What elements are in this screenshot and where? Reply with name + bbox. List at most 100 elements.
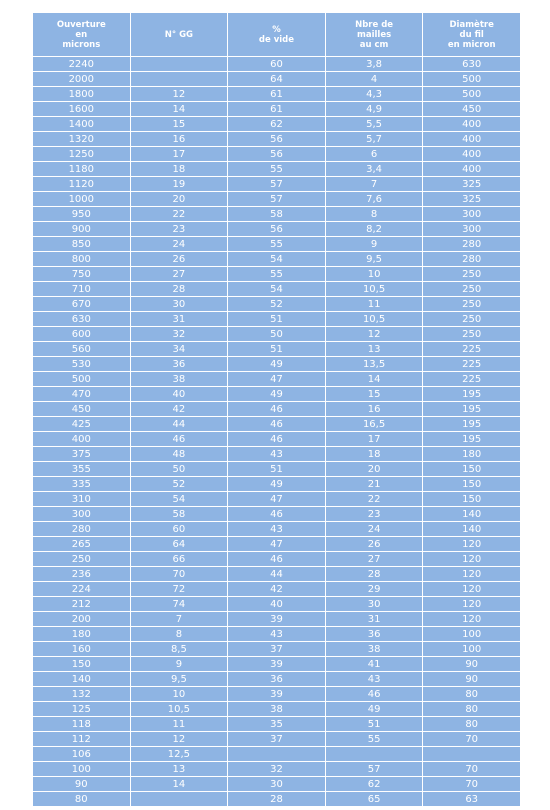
table-cell: 38 bbox=[324, 641, 424, 657]
table-cell: 43 bbox=[324, 671, 424, 687]
table-cell: 52 bbox=[129, 476, 229, 492]
table-cell: 66 bbox=[129, 551, 229, 567]
table-row: 375 48 43 18 180 bbox=[32, 446, 521, 462]
table-cell: 90 bbox=[422, 671, 521, 687]
table-row: 1400 15 62 5,5 400 bbox=[32, 116, 521, 132]
table-cell: 300 bbox=[422, 221, 521, 237]
table-cell: 56 bbox=[227, 146, 326, 162]
table-cell: 9 bbox=[129, 656, 229, 672]
table-cell: 4,3 bbox=[324, 86, 424, 102]
table-cell: 280 bbox=[422, 236, 521, 252]
table-cell: 12 bbox=[129, 731, 229, 747]
table-row: 224 72 42 29 120 bbox=[32, 581, 521, 597]
table-cell: 18 bbox=[129, 161, 229, 177]
table-cell: 16 bbox=[129, 131, 229, 147]
table-cell: 24 bbox=[324, 521, 424, 537]
table-row: 310 54 47 22 150 bbox=[32, 491, 521, 507]
table-cell: 470 bbox=[32, 386, 131, 402]
table-cell: 58 bbox=[227, 206, 326, 222]
table-cell: 61 bbox=[227, 101, 326, 117]
table-cell: 3,4 bbox=[324, 161, 424, 177]
table-cell: 30 bbox=[129, 296, 229, 312]
table-cell: 500 bbox=[422, 71, 521, 87]
table-cell: 9,5 bbox=[129, 671, 229, 687]
table-row: 710 28 54 10,5 250 bbox=[32, 281, 521, 297]
table-cell: 7 bbox=[324, 176, 424, 192]
table-row: 2000 64 4 500 bbox=[32, 71, 521, 87]
table-cell: 49 bbox=[324, 701, 424, 717]
table-row: 80 28 65 63 bbox=[32, 791, 521, 807]
table-cell: 8 bbox=[324, 206, 424, 222]
table-cell: 32 bbox=[129, 326, 229, 342]
table-row: 100 13 32 57 70 bbox=[32, 761, 521, 777]
table-cell: 450 bbox=[32, 401, 131, 417]
table-row: 280 60 43 24 140 bbox=[32, 521, 521, 537]
table-cell: 74 bbox=[129, 596, 229, 612]
table-cell: 49 bbox=[227, 476, 326, 492]
table-cell: 10,5 bbox=[324, 281, 424, 297]
table-row: 236 70 44 28 120 bbox=[32, 566, 521, 582]
table-cell: 800 bbox=[32, 251, 131, 267]
table-cell: 250 bbox=[32, 551, 131, 567]
table-cell: 560 bbox=[32, 341, 131, 357]
table-cell: 42 bbox=[129, 401, 229, 417]
table-cell: 70 bbox=[422, 776, 521, 792]
table-row: 1250 17 56 6 400 bbox=[32, 146, 521, 162]
table-cell: 250 bbox=[422, 311, 521, 327]
table-cell: 750 bbox=[32, 266, 131, 282]
table-cell: 19 bbox=[129, 176, 229, 192]
table-cell: 30 bbox=[324, 596, 424, 612]
table-cell: 8 bbox=[129, 626, 229, 642]
table-row: 200 7 39 31 120 bbox=[32, 611, 521, 627]
table-cell: 195 bbox=[422, 416, 521, 432]
table-cell: 106 bbox=[32, 746, 131, 762]
table-cell: 120 bbox=[422, 611, 521, 627]
table-cell: 140 bbox=[32, 671, 131, 687]
table-cell: 54 bbox=[227, 251, 326, 267]
table-cell: 500 bbox=[422, 86, 521, 102]
table-cell: 40 bbox=[227, 596, 326, 612]
table-cell: 11 bbox=[129, 716, 229, 732]
table-cell: 120 bbox=[422, 536, 521, 552]
table-cell: 140 bbox=[422, 506, 521, 522]
table-cell: 120 bbox=[422, 581, 521, 597]
table-cell: 16,5 bbox=[324, 416, 424, 432]
table-row: 630 31 51 10,5 250 bbox=[32, 311, 521, 327]
table-cell: 225 bbox=[422, 341, 521, 357]
table-row: 300 58 46 23 140 bbox=[32, 506, 521, 522]
table-cell: 1800 bbox=[32, 86, 131, 102]
table-cell: 49 bbox=[227, 386, 326, 402]
table-cell: 54 bbox=[227, 281, 326, 297]
table-row: 750 27 55 10 250 bbox=[32, 266, 521, 282]
table-row: 335 52 49 21 150 bbox=[32, 476, 521, 492]
table-cell: 80 bbox=[422, 716, 521, 732]
table-cell: 46 bbox=[129, 431, 229, 447]
table-cell: 52 bbox=[227, 296, 326, 312]
table-cell: 10 bbox=[324, 266, 424, 282]
table-cell: 7 bbox=[129, 611, 229, 627]
table-cell: 46 bbox=[227, 416, 326, 432]
table-cell: 280 bbox=[32, 521, 131, 537]
table-cell: 23 bbox=[324, 506, 424, 522]
table-cell: 450 bbox=[422, 101, 521, 117]
table-cell: 65 bbox=[324, 791, 424, 807]
table-cell: 40 bbox=[129, 386, 229, 402]
table-cell: 120 bbox=[422, 551, 521, 567]
table-cell: 120 bbox=[422, 566, 521, 582]
table-row: 90 14 30 62 70 bbox=[32, 776, 521, 792]
table-cell: 50 bbox=[227, 326, 326, 342]
table-cell: 710 bbox=[32, 281, 131, 297]
table-cell: 195 bbox=[422, 401, 521, 417]
table-row: 1000 20 57 7,6 325 bbox=[32, 191, 521, 207]
table-cell: 14 bbox=[324, 371, 424, 387]
table-cell: 1120 bbox=[32, 176, 131, 192]
table-cell: 49 bbox=[227, 356, 326, 372]
table-cell: 70 bbox=[422, 731, 521, 747]
table-cell: 46 bbox=[324, 686, 424, 702]
table-cell: 30 bbox=[227, 776, 326, 792]
table-cell: 14 bbox=[129, 101, 229, 117]
table-cell bbox=[422, 746, 521, 762]
table-cell: 14 bbox=[129, 776, 229, 792]
table-cell: 34 bbox=[129, 341, 229, 357]
table-cell: 56 bbox=[227, 131, 326, 147]
